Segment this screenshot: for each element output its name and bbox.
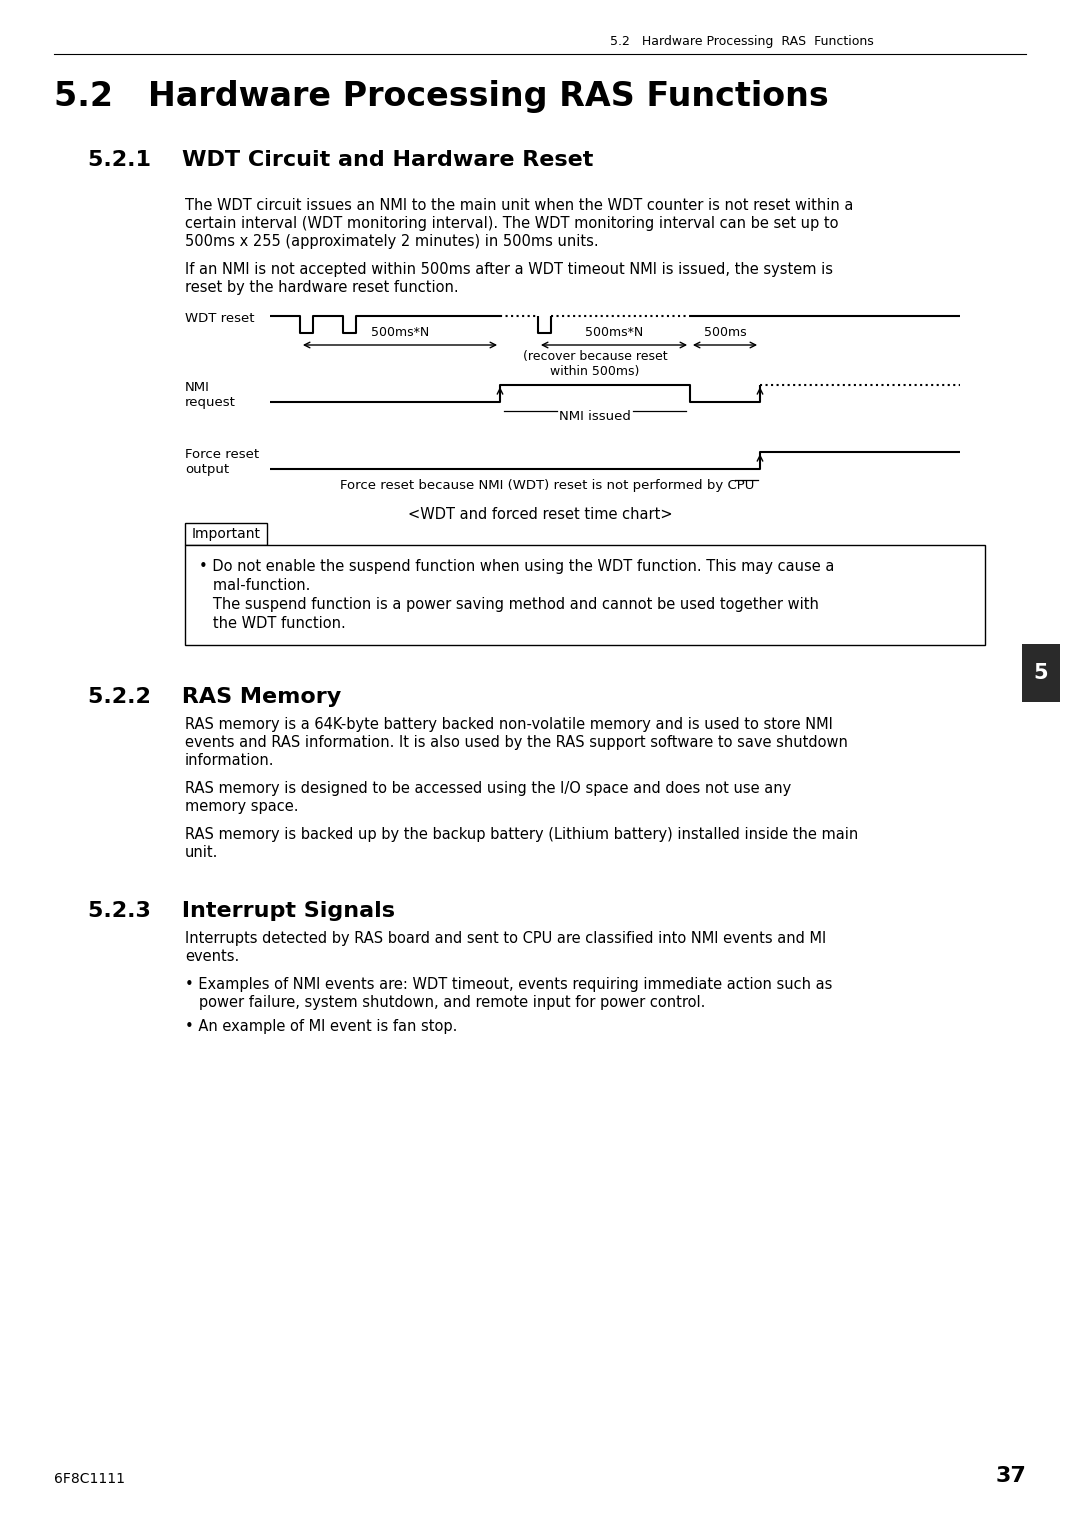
Text: 5.2.2    RAS Memory: 5.2.2 RAS Memory xyxy=(87,688,341,707)
Text: 5.2   Hardware Processing  RAS  Functions: 5.2 Hardware Processing RAS Functions xyxy=(610,35,874,47)
Text: WDT reset: WDT reset xyxy=(185,312,255,325)
Text: <WDT and forced reset time chart>: <WDT and forced reset time chart> xyxy=(407,507,673,523)
Text: Force reset
output: Force reset output xyxy=(185,448,259,477)
Text: • Examples of NMI events are: WDT timeout, events requiring immediate action suc: • Examples of NMI events are: WDT timeou… xyxy=(185,976,833,992)
Text: If an NMI is not accepted within 500ms after a WDT timeout NMI is issued, the sy: If an NMI is not accepted within 500ms a… xyxy=(185,261,833,277)
Text: The WDT circuit issues an NMI to the main unit when the WDT counter is not reset: The WDT circuit issues an NMI to the mai… xyxy=(185,199,853,212)
Text: 500ms*N: 500ms*N xyxy=(370,325,429,339)
Text: (recover because reset
within 500ms): (recover because reset within 500ms) xyxy=(523,350,667,377)
Text: the WDT function.: the WDT function. xyxy=(199,616,346,631)
Text: events.: events. xyxy=(185,949,240,964)
Text: RAS memory is designed to be accessed using the I/O space and does not use any: RAS memory is designed to be accessed us… xyxy=(185,781,792,796)
Text: unit.: unit. xyxy=(185,845,218,860)
Text: information.: information. xyxy=(185,753,274,769)
Bar xyxy=(1022,643,1059,701)
Text: Important: Important xyxy=(191,527,260,541)
Text: 500ms: 500ms xyxy=(704,325,746,339)
Text: 5.2.3    Interrupt Signals: 5.2.3 Interrupt Signals xyxy=(87,902,395,921)
Text: 5.2.1    WDT Circuit and Hardware Reset: 5.2.1 WDT Circuit and Hardware Reset xyxy=(87,150,593,170)
Text: memory space.: memory space. xyxy=(185,799,298,814)
Text: NMI
request: NMI request xyxy=(185,380,235,410)
Text: reset by the hardware reset function.: reset by the hardware reset function. xyxy=(185,280,459,295)
Text: 5: 5 xyxy=(1034,663,1049,683)
Text: The suspend function is a power saving method and cannot be used together with: The suspend function is a power saving m… xyxy=(199,597,819,613)
Text: 500ms x 255 (approximately 2 minutes) in 500ms units.: 500ms x 255 (approximately 2 minutes) in… xyxy=(185,234,598,249)
Text: NMI issued: NMI issued xyxy=(559,410,631,423)
Text: events and RAS information. It is also used by the RAS support software to save : events and RAS information. It is also u… xyxy=(185,735,848,750)
Text: • An example of MI event is fan stop.: • An example of MI event is fan stop. xyxy=(185,1019,457,1034)
Bar xyxy=(185,545,985,645)
Text: • Do not enable the suspend function when using the WDT function. This may cause: • Do not enable the suspend function whe… xyxy=(199,559,835,575)
Text: 37: 37 xyxy=(995,1465,1026,1487)
Text: RAS memory is a 64K-byte battery backed non-volatile memory and is used to store: RAS memory is a 64K-byte battery backed … xyxy=(185,717,833,732)
Text: Force reset because NMI (WDT) reset is not performed by CPU: Force reset because NMI (WDT) reset is n… xyxy=(340,478,754,492)
Text: certain interval (WDT monitoring interval). The WDT monitoring interval can be s: certain interval (WDT monitoring interva… xyxy=(185,215,838,231)
Text: RAS memory is backed up by the backup battery (Lithium battery) installed inside: RAS memory is backed up by the backup ba… xyxy=(185,827,859,842)
Text: 5.2   Hardware Processing RAS Functions: 5.2 Hardware Processing RAS Functions xyxy=(54,79,828,113)
Text: Interrupts detected by RAS board and sent to CPU are classified into NMI events : Interrupts detected by RAS board and sen… xyxy=(185,931,826,946)
Text: 500ms*N: 500ms*N xyxy=(585,325,643,339)
Text: mal-function.: mal-function. xyxy=(199,578,310,593)
Bar xyxy=(185,523,267,545)
Text: 6F8C1111: 6F8C1111 xyxy=(54,1471,125,1487)
Text: power failure, system shutdown, and remote input for power control.: power failure, system shutdown, and remo… xyxy=(185,995,705,1010)
